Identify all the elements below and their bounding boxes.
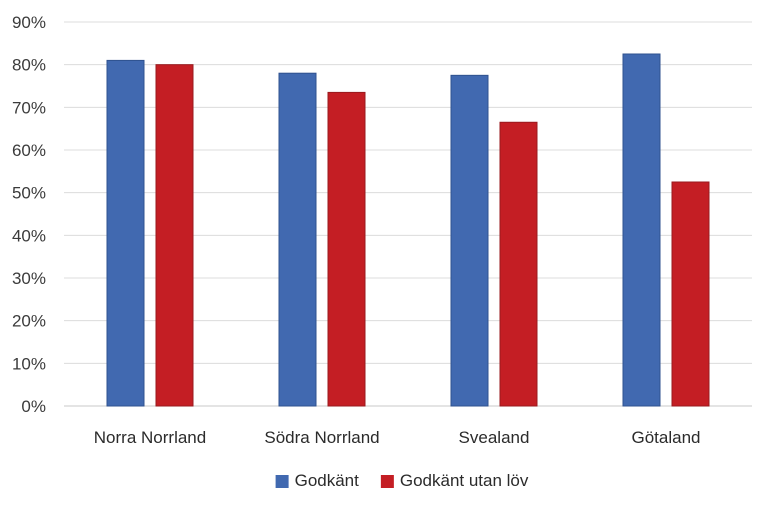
- bars: [106, 53, 710, 407]
- x-category-label: Norra Norrland: [94, 428, 206, 447]
- bar: [499, 121, 538, 407]
- x-category-label: Södra Norrland: [264, 428, 379, 447]
- bar: [450, 74, 489, 407]
- bar: [155, 64, 194, 407]
- bar: [671, 181, 710, 407]
- y-tick-label: 90%: [12, 13, 46, 32]
- x-category-label: Götaland: [632, 428, 701, 447]
- y-tick-label: 50%: [12, 184, 46, 203]
- y-tick-label: 20%: [12, 312, 46, 331]
- legend-swatch: [380, 475, 394, 488]
- y-tick-label: 40%: [12, 226, 46, 245]
- y-tick-label: 70%: [12, 98, 46, 117]
- y-tick-label: 30%: [12, 269, 46, 288]
- y-tick-label: 10%: [12, 354, 46, 373]
- y-tick-label: 0%: [21, 397, 46, 416]
- bar: [622, 53, 661, 407]
- x-axis-category-labels: Norra Norrland Södra Norrland Svealand Göta…: [94, 428, 701, 447]
- bar: [278, 72, 317, 407]
- legend: Godkänt Godkänt utan löv: [275, 471, 529, 490]
- legend-swatch: [275, 475, 289, 488]
- bar: [106, 59, 145, 407]
- y-tick-label: 60%: [12, 141, 46, 160]
- y-axis-tick-labels: 0% 10% 20% 30% 40% 50% 60% 70% 80% 90%: [12, 13, 46, 416]
- y-tick-label: 80%: [12, 56, 46, 75]
- legend-label: Godkänt: [295, 471, 360, 490]
- x-category-label: Svealand: [459, 428, 530, 447]
- legend-label: Godkänt utan löv: [400, 471, 529, 490]
- bar: [327, 91, 366, 407]
